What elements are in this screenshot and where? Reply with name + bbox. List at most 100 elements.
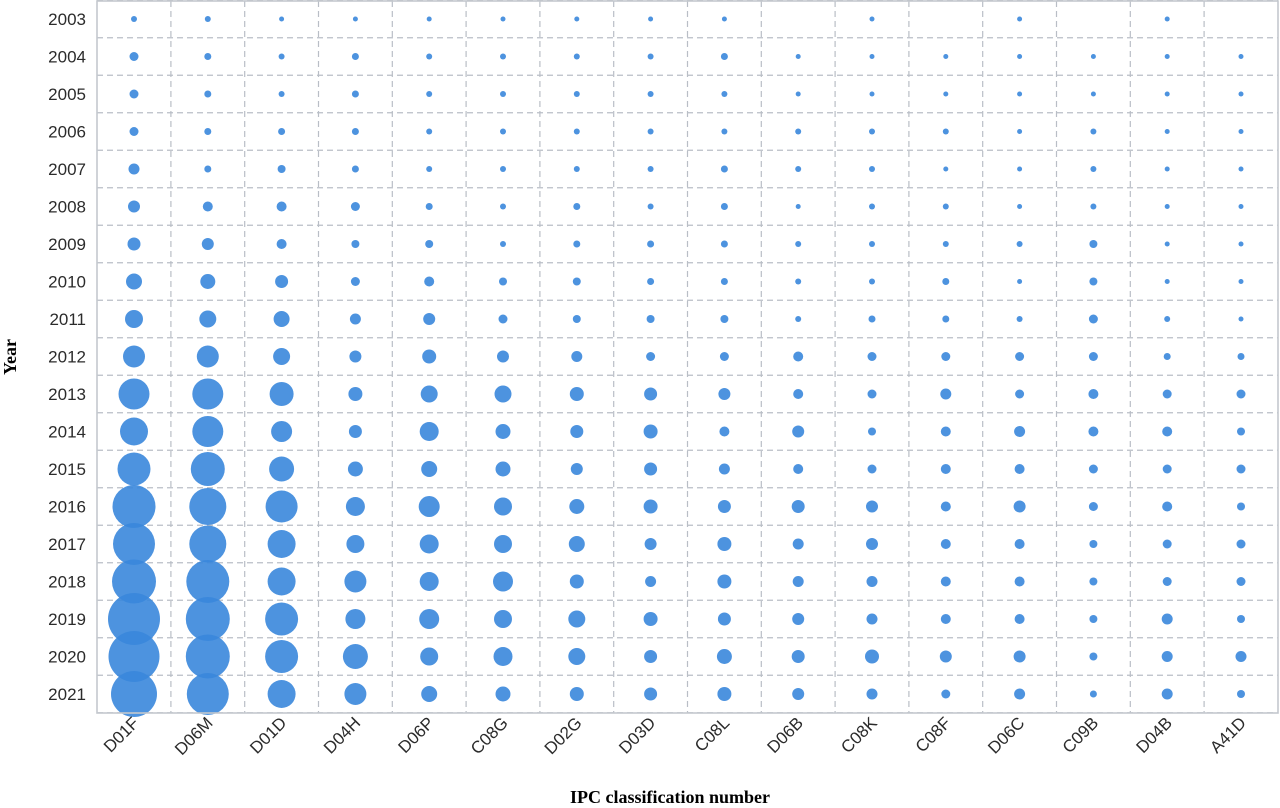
bubble-point xyxy=(572,315,581,323)
bubble-point xyxy=(273,311,290,327)
bubble-point xyxy=(1015,389,1025,399)
bubble-point xyxy=(941,352,951,361)
bubble-point xyxy=(721,128,728,135)
bubble-point xyxy=(717,574,732,589)
bubble-point xyxy=(568,648,586,665)
bubble-point xyxy=(347,461,363,477)
bubble-point xyxy=(869,16,875,22)
bubble-point xyxy=(129,52,139,61)
bubble-point xyxy=(192,378,224,410)
bubble-point xyxy=(1017,279,1023,284)
bubble-point xyxy=(267,567,296,596)
bubble-point xyxy=(1016,241,1023,247)
bubble-point xyxy=(267,530,296,558)
bubble-point xyxy=(500,16,506,22)
bubble-point xyxy=(495,424,511,439)
bubble-point xyxy=(792,538,804,550)
bubble-point xyxy=(418,496,440,517)
bubble-point xyxy=(1015,352,1025,361)
bubble-point xyxy=(278,53,285,60)
bubble-point xyxy=(1090,128,1097,135)
bubble-point xyxy=(1013,500,1026,513)
bubble-point xyxy=(942,128,949,135)
bubble-point xyxy=(1162,501,1173,512)
bubble-point xyxy=(494,385,512,403)
bubble-point xyxy=(1014,576,1025,587)
bubble-point xyxy=(1017,91,1023,97)
bubble-point xyxy=(196,345,219,368)
bubble-point xyxy=(420,647,439,666)
bubble-point xyxy=(185,634,230,679)
y-tick-label: 2013 xyxy=(48,385,86,404)
bubble-point xyxy=(1090,54,1096,59)
bubble-point xyxy=(717,612,731,626)
bubble-point xyxy=(795,128,802,135)
bubble-point xyxy=(113,523,155,565)
x-tick-label: D06M xyxy=(171,713,217,759)
bubble-point xyxy=(644,387,658,401)
bubble-point xyxy=(1016,316,1023,322)
bubble-point xyxy=(1088,352,1098,361)
bubble-point xyxy=(185,597,230,641)
bubble-point xyxy=(265,640,299,673)
bubble-point xyxy=(419,609,440,629)
bubble-point xyxy=(573,240,581,248)
bubble-point xyxy=(643,424,658,439)
bubble-point xyxy=(1164,279,1170,284)
bubble-point xyxy=(190,452,225,486)
bubble-point xyxy=(1164,54,1170,59)
bubble-point xyxy=(868,427,876,436)
y-tick-label: 2019 xyxy=(48,610,86,629)
bubble-point xyxy=(718,388,731,400)
bubble-point xyxy=(426,91,433,97)
bubble-point xyxy=(426,166,433,172)
bubble-point xyxy=(644,538,657,550)
bubble-point xyxy=(1237,690,1245,698)
bubble-point xyxy=(1088,426,1099,437)
bubble-point xyxy=(419,572,439,591)
bubble-point xyxy=(1014,688,1026,700)
bubble-point xyxy=(1089,652,1098,661)
bubble-point xyxy=(127,237,141,251)
bubble-point xyxy=(1161,651,1173,662)
bubble-point xyxy=(573,91,580,97)
bubble-point xyxy=(793,464,804,474)
x-axis-ticks: D01F D06M D01D D04H D06P C08G D02G D03D C08L D06B… xyxy=(100,713,1250,759)
bubble-point xyxy=(204,128,212,135)
y-tick-label: 2009 xyxy=(48,235,86,254)
bubble-point xyxy=(569,499,585,514)
bubble-point xyxy=(200,274,216,289)
bubble-point xyxy=(792,425,805,438)
bubble-point xyxy=(648,16,654,22)
bubble-point xyxy=(791,500,805,513)
bubble-point xyxy=(867,352,877,361)
bubble-point xyxy=(1163,353,1171,360)
bubble-point xyxy=(1162,426,1173,437)
bubble-point xyxy=(1089,615,1098,623)
bubble-point xyxy=(568,610,586,628)
bubble-point xyxy=(1162,389,1172,399)
bubble-point xyxy=(186,560,230,603)
bubble-point xyxy=(186,673,229,715)
x-tick-label: D03D xyxy=(615,713,659,757)
x-tick-label: D04H xyxy=(320,713,364,757)
bubble-point xyxy=(940,614,951,624)
bubble-point xyxy=(279,16,285,22)
bubble-point xyxy=(1090,91,1096,97)
bubble-point xyxy=(1017,129,1023,134)
x-tick-label: A41D xyxy=(1206,713,1250,757)
bubble-point xyxy=(426,53,433,60)
bubble-point xyxy=(123,345,145,368)
bubble-point xyxy=(719,426,730,437)
bubble-point xyxy=(201,238,214,250)
bubble-point xyxy=(571,351,583,362)
bubble-point xyxy=(1236,464,1246,474)
bubble-point xyxy=(352,16,358,22)
bubble-point xyxy=(795,54,801,59)
bubble-point xyxy=(498,314,508,324)
bubble-point xyxy=(500,166,506,172)
x-tick-label: C09B xyxy=(1059,713,1103,757)
bubble-point xyxy=(717,687,732,701)
bubble-point xyxy=(720,240,728,248)
bubble-point xyxy=(1017,204,1023,209)
